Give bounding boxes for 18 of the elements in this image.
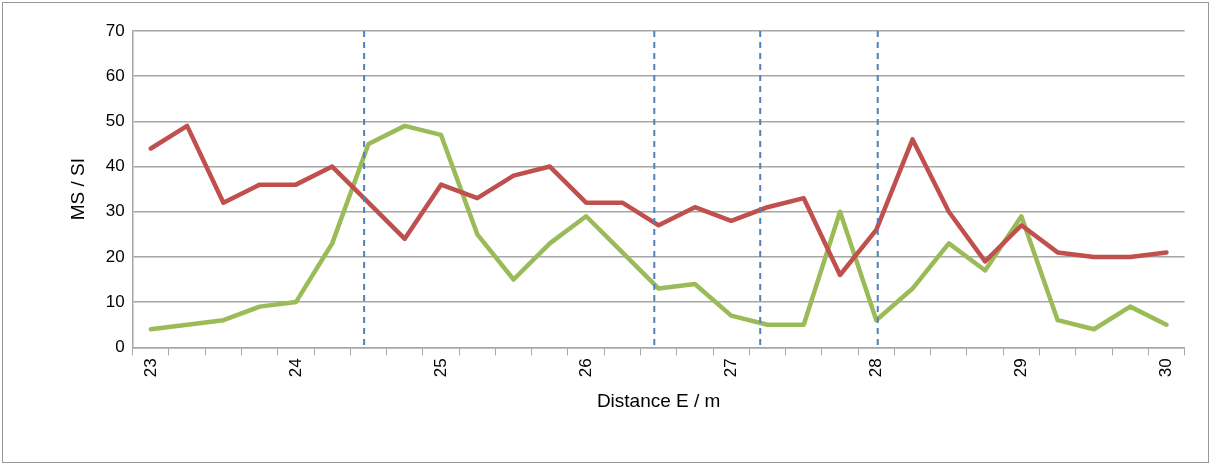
y-tick-label: 30	[105, 201, 125, 221]
x-tick-label: 26	[575, 358, 595, 378]
y-tick-label: 50	[105, 111, 125, 131]
y-tick-label: 60	[105, 65, 125, 85]
y-tick-label: 0	[115, 336, 125, 356]
x-tick-label: 24	[285, 358, 305, 378]
y-tick-label: 10	[105, 291, 125, 311]
x-tick-label: 29	[1011, 358, 1031, 378]
y-tick-label: 20	[105, 246, 125, 266]
x-tick-label: 27	[720, 358, 740, 378]
y-axis-title: MS / SI	[66, 158, 88, 221]
x-axis-title: Distance E / m	[596, 389, 721, 411]
x-tick-label: 23	[140, 358, 160, 378]
x-tick-label: 30	[1156, 358, 1176, 378]
x-tick-label: 28	[865, 358, 885, 378]
x-tick-label: 25	[430, 358, 450, 378]
y-tick-label: 40	[105, 156, 125, 176]
y-tick-label: 70	[105, 20, 125, 40]
